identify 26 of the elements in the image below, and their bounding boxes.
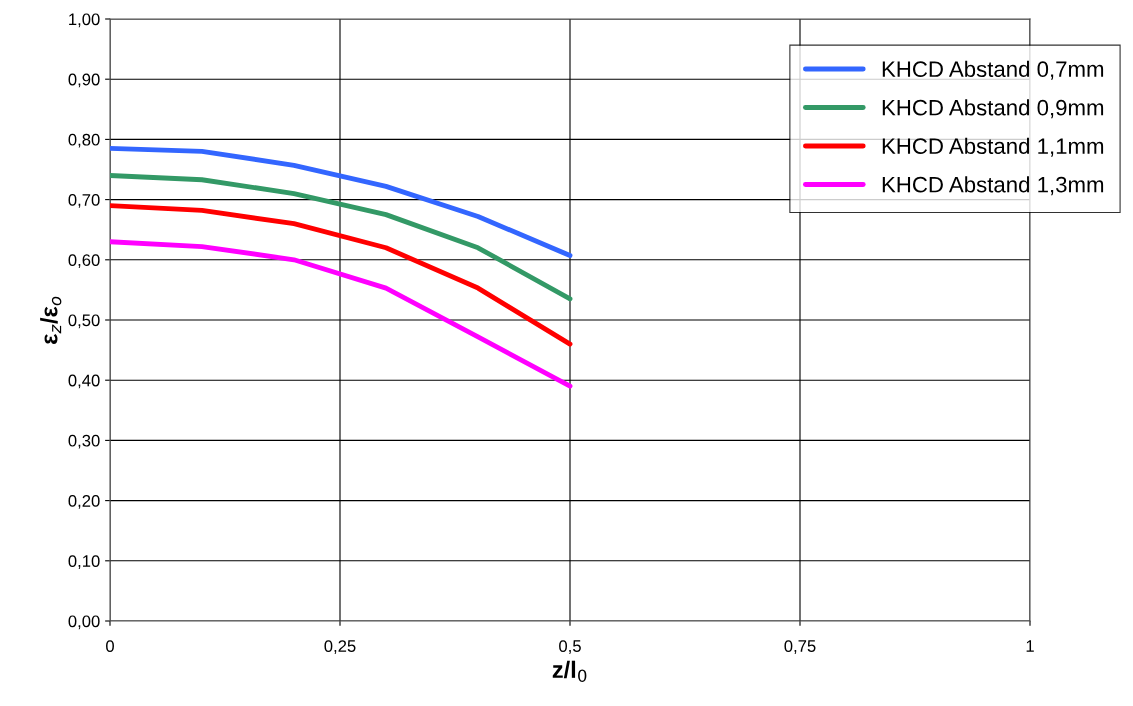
x-tick-label: 0 bbox=[106, 640, 114, 652]
legend-label: KHCD Abstand 1,1mm bbox=[882, 137, 1104, 157]
y-tick-label: 0,80 bbox=[68, 133, 100, 148]
x-axis-title: z/l$_{0}$ bbox=[552, 660, 587, 682]
y-tick-label: 0,40 bbox=[68, 374, 100, 389]
legend-label: KHCD Abstand 0,9mm bbox=[882, 99, 1104, 119]
y-tick-label: 0,00 bbox=[68, 615, 100, 630]
y-tick-label: 0,70 bbox=[68, 194, 100, 208]
y-tick-label: 0,10 bbox=[68, 555, 100, 569]
legend-label: KHCD Abstand 1,3mm bbox=[882, 176, 1104, 196]
y-tick-label: 0,90 bbox=[68, 73, 100, 88]
y-tick-label: 0,60 bbox=[68, 254, 100, 268]
line-series bbox=[110, 146, 573, 259]
line-series bbox=[110, 203, 573, 347]
y-tick-label: 0,50 bbox=[68, 314, 100, 329]
legend-label: KHCD Abstand 0,7mm bbox=[882, 60, 1104, 80]
x-tick-label: 0,75 bbox=[784, 640, 816, 654]
line-series bbox=[110, 173, 573, 302]
x-tick-label: 0,5 bbox=[559, 640, 581, 654]
y-tick-label: 0,30 bbox=[68, 434, 100, 449]
y-tick-label: 1,00 bbox=[69, 13, 100, 28]
x-tick-label: 1 bbox=[1026, 640, 1034, 652]
y-tick-label: 0,20 bbox=[68, 495, 100, 509]
x-tick-label: 0,25 bbox=[324, 640, 356, 654]
line-series bbox=[110, 239, 573, 389]
y-axis-title: ε$_{z}$/ε$_{o}$ bbox=[40, 296, 62, 344]
